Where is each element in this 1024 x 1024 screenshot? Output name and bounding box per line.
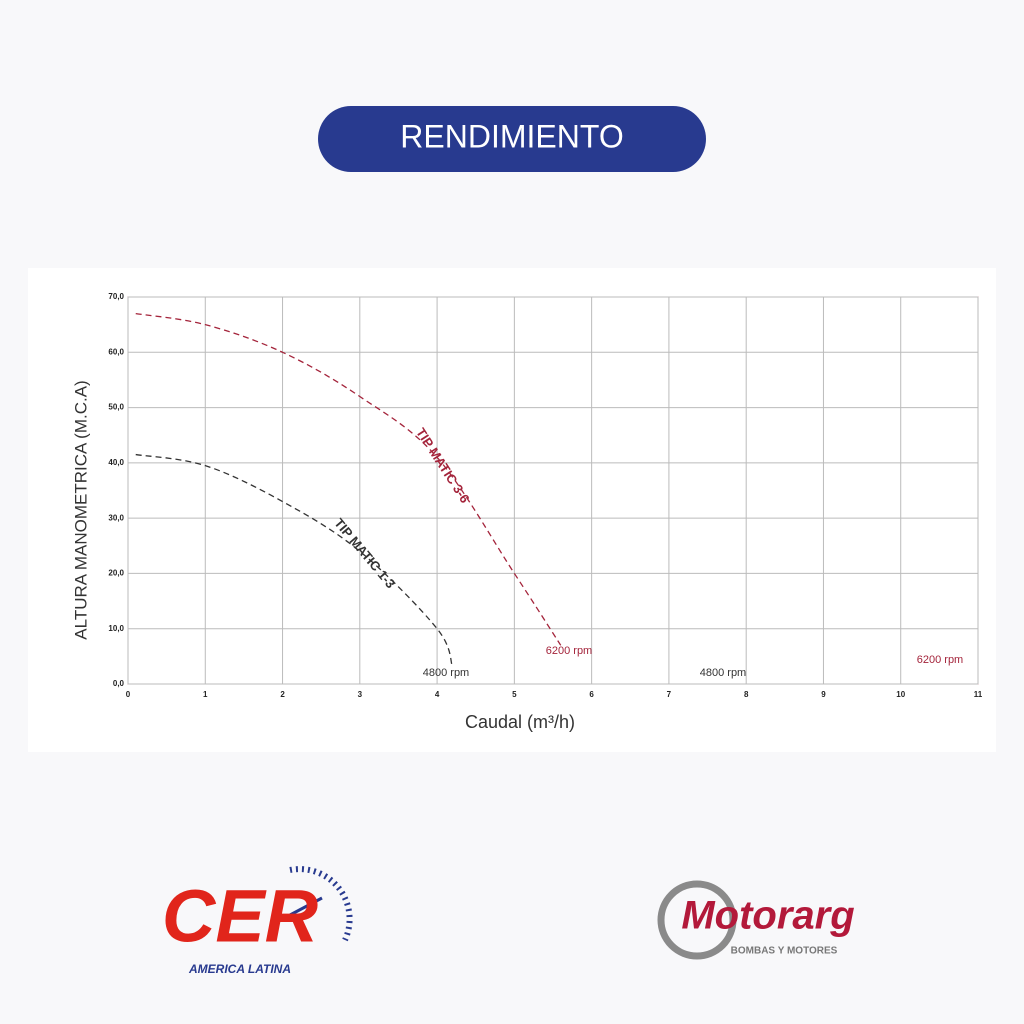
chart-card [28, 268, 996, 752]
annotation: 6200 rpm [917, 654, 963, 666]
y-axis-label: ALTURA MANOMETRICA (M.C.A) [71, 380, 90, 639]
y-tick-label: 30,0 [108, 513, 124, 522]
series-line [135, 312, 562, 646]
x-tick-label: 9 [821, 690, 826, 699]
x-tick-label: 1 [203, 690, 208, 699]
logo-ring [657, 880, 737, 960]
logo-cer: CER AMERICA LATINA [162, 866, 353, 976]
y-tick-label: 70,0 [108, 292, 124, 301]
x-tick-label: 3 [358, 690, 363, 699]
y-tick-label: 60,0 [108, 347, 124, 356]
x-tick-label: 8 [744, 690, 749, 699]
x-axis-label: Caudal (m³/h) [465, 712, 575, 732]
title-pill [318, 106, 706, 172]
logo-subtitle: AMERICA LATINA [188, 962, 291, 976]
y-tick-label: 40,0 [108, 458, 124, 467]
x-tick-label: 7 [667, 690, 672, 699]
gauge [289, 866, 353, 942]
annotation: 4800 rpm [423, 667, 469, 679]
x-tick-label: 2 [280, 690, 285, 699]
logo-subtitle: BOMBAS Y MOTORES [731, 946, 838, 957]
x-tick-label: 4 [435, 690, 440, 699]
logo-text: Motorarg [681, 894, 854, 938]
logo-text: CER [162, 875, 318, 958]
logo-motorarg: Motorarg BOMBAS Y MOTORES [657, 880, 855, 960]
x-tick-label: 10 [896, 690, 905, 699]
y-tick-label: 50,0 [108, 403, 124, 412]
annotation: 4800 rpm [700, 667, 746, 679]
x-tick-label: 6 [589, 690, 594, 699]
x-tick-label: 0 [126, 690, 131, 699]
page-title: RENDIMIENTO [400, 118, 623, 154]
gauge-needle [289, 896, 323, 917]
y-tick-label: 0,0 [113, 679, 125, 688]
series-line [135, 453, 454, 668]
x-tick-label: 5 [512, 690, 517, 699]
y-tick-label: 20,0 [108, 569, 124, 578]
annotation: 6200 rpm [546, 645, 592, 657]
plot: 0,0 10,0 20,0 30,0 40,0 50,0 60,0 70,0 0 1 2 3 4 5 6 7 8… [108, 292, 982, 699]
x-tick-label: 11 [974, 690, 983, 699]
y-tick-label: 10,0 [108, 624, 124, 633]
